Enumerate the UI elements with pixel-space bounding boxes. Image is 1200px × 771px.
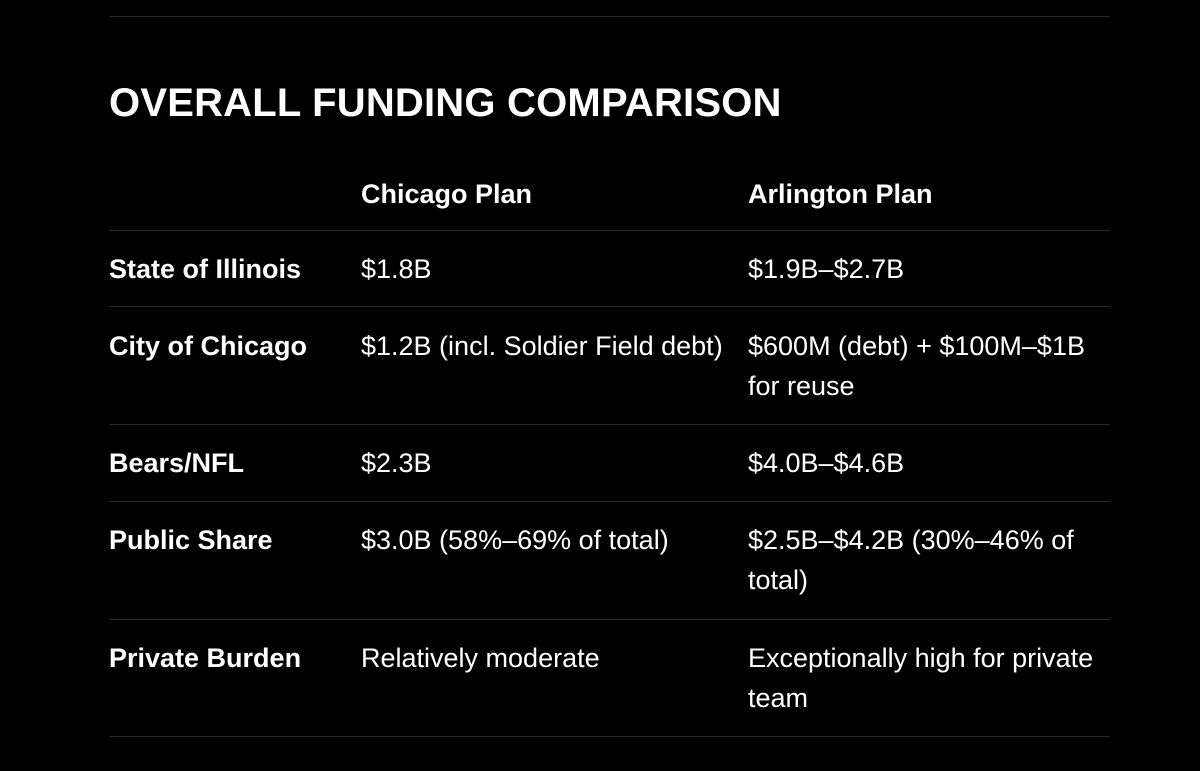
arlington-value: Exceptionally high for private team xyxy=(748,643,1094,713)
table-header-row: Chicago Plan Arlington Plan xyxy=(109,160,1110,231)
row-label: State of Illinois xyxy=(109,254,302,284)
header-empty-cell xyxy=(109,174,361,230)
table-row: City of Chicago $1.2B (incl. Soldier Fie… xyxy=(109,307,1110,425)
row-label: Public Share xyxy=(109,525,273,555)
chicago-value: $3.0B (58%–69% of total) xyxy=(361,525,669,555)
funding-comparison-table: Chicago Plan Arlington Plan State of Ill… xyxy=(109,160,1110,737)
chicago-value: $2.3B xyxy=(361,448,432,478)
arlington-value: $4.0B–$4.6B xyxy=(748,448,905,478)
row-label: Private Burden xyxy=(109,643,302,673)
table-row: Bears/NFL $2.3B $4.0B–$4.6B xyxy=(109,425,1110,502)
page-title: OVERALL FUNDING COMPARISON xyxy=(109,81,782,125)
top-divider xyxy=(109,16,1110,17)
header-chicago-plan: Chicago Plan xyxy=(361,179,533,209)
chicago-value: $1.8B xyxy=(361,254,432,284)
row-label: City of Chicago xyxy=(109,331,308,361)
arlington-value: $600M (debt) + $100M–$1B for reuse xyxy=(748,331,1085,401)
table-row: Public Share $3.0B (58%–69% of total) $2… xyxy=(109,502,1110,620)
table-row: Private Burden Relatively moderate Excep… xyxy=(109,620,1110,737)
chicago-value: $1.2B (incl. Soldier Field debt) xyxy=(361,331,723,361)
arlington-value: $2.5B–$4.2B (30%–46% of total) xyxy=(748,525,1074,595)
arlington-value: $1.9B–$2.7B xyxy=(748,254,905,284)
row-label: Bears/NFL xyxy=(109,448,245,478)
chicago-value: Relatively moderate xyxy=(361,643,600,673)
header-arlington-plan: Arlington Plan xyxy=(748,179,933,209)
table-row: State of Illinois $1.8B $1.9B–$2.7B xyxy=(109,231,1110,307)
